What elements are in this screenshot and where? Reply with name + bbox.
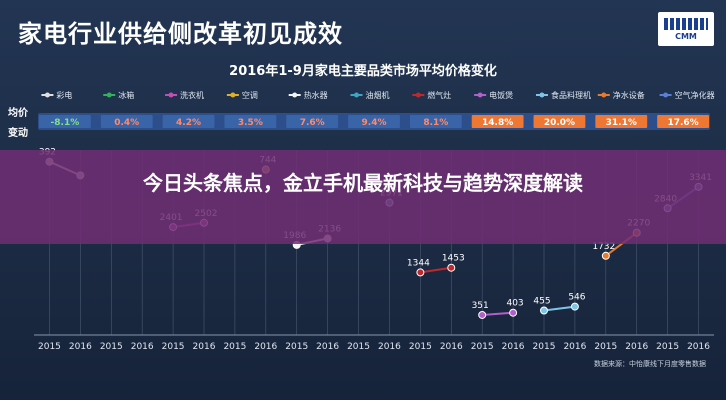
legend-label-1: 冰箱 — [118, 90, 134, 100]
legend-label-4: 热水器 — [304, 90, 328, 100]
source-note: 数据来源：中怡康线下月度零售数据 — [594, 359, 706, 368]
x-tick-label-8-1: 2016 — [563, 342, 586, 352]
x-tick-label-10-0: 2015 — [656, 342, 679, 352]
table-row-label-bottom: 变动 — [8, 126, 28, 139]
change-cell-6 — [409, 115, 462, 128]
change-value-10: 17.6% — [667, 118, 698, 128]
x-tick-label-1-0: 2015 — [100, 342, 123, 352]
change-value-9: 31.1% — [606, 118, 637, 128]
x-tick-label-5-0: 2015 — [347, 342, 370, 352]
legend-marker-7 — [477, 92, 483, 98]
x-tick-label-9-0: 2015 — [594, 342, 617, 352]
data-label-6-1: 1453 — [442, 254, 465, 264]
data-label-9-0: 1732 — [592, 242, 615, 252]
data-label-7-0: 351 — [472, 301, 489, 311]
legend-label-9: 净水设备 — [613, 90, 645, 100]
change-value-1: 0.4% — [114, 118, 139, 128]
x-tick-label-8-0: 2015 — [533, 342, 556, 352]
change-value-6: 8.1% — [423, 118, 448, 128]
change-cell-8 — [533, 115, 586, 128]
legend-marker-10 — [663, 92, 669, 98]
change-cell-7 — [471, 115, 524, 128]
legend-label-3: 空调 — [242, 90, 258, 100]
cmm-logo-text: CMM — [675, 32, 697, 41]
change-cell-4 — [286, 115, 339, 128]
change-cell-0 — [39, 115, 91, 128]
data-point-8-1 — [570, 302, 579, 311]
legend-marker-4 — [292, 92, 298, 98]
change-cell-2 — [162, 115, 215, 128]
change-value-7: 14.8% — [482, 118, 513, 128]
x-tick-label-7-1: 2016 — [502, 342, 525, 352]
x-tick-label-2-0: 2015 — [162, 342, 185, 352]
x-tick-label-3-1: 2016 — [254, 342, 277, 352]
data-point-7-1 — [509, 308, 518, 317]
x-tick-label-4-1: 2016 — [316, 342, 339, 352]
change-value-2: 4.2% — [176, 118, 201, 128]
x-tick-label-6-0: 2015 — [409, 342, 432, 352]
change-cell-3 — [224, 115, 277, 128]
legend-marker-5 — [354, 92, 360, 98]
main-title: 家电行业供给侧改革初见成效 — [18, 20, 343, 48]
legend-marker-9 — [601, 92, 607, 98]
series-line-6 — [420, 266, 452, 274]
headline-text: 今日头条焦点，金立手机最新科技与趋势深度解读 — [143, 171, 583, 195]
change-cell-5 — [348, 115, 400, 128]
change-value-4: 7.6% — [300, 118, 325, 128]
legend-marker-1 — [106, 92, 112, 98]
data-point-6-1 — [447, 263, 456, 272]
cmm-logo: CMM — [658, 12, 714, 46]
chart-title: 2016年1-9月家电主要品类市场平均价格变化 — [229, 64, 497, 79]
series-line-7 — [482, 311, 514, 316]
change-value-3: 3.5% — [238, 118, 263, 128]
x-tick-label-4-0: 2015 — [285, 342, 308, 352]
legend-label-7: 电饭煲 — [489, 90, 513, 100]
x-tick-label-2-1: 2016 — [193, 342, 216, 352]
legend-label-2: 洗衣机 — [180, 90, 204, 100]
data-label-8-1: 546 — [568, 293, 585, 303]
headline-banner: 今日头条焦点，金立手机最新科技与趋势深度解读 — [0, 150, 726, 244]
table-row-label-top: 均价 — [8, 106, 29, 119]
data-point-6-0 — [416, 268, 425, 277]
cmm-logo-stripes-icon — [664, 18, 708, 30]
x-tick-label-3-0: 2015 — [223, 342, 246, 352]
x-tick-label-0-0: 2015 — [38, 342, 61, 352]
data-point-9-0 — [601, 251, 610, 260]
legend-marker-2 — [168, 92, 174, 98]
legend-marker-8 — [539, 92, 545, 98]
change-cell-9 — [595, 115, 648, 128]
legend-label-8: 食品料理机 — [551, 90, 591, 100]
change-value-8: 20.0% — [544, 118, 575, 128]
legend-label-10: 空气净化器 — [675, 90, 715, 100]
data-label-6-0: 1344 — [407, 258, 430, 268]
x-tick-label-7-0: 2015 — [471, 342, 494, 352]
data-label-7-1: 403 — [506, 299, 523, 309]
legend-label-5: 油烟机 — [366, 90, 390, 100]
x-tick-label-10-1: 2016 — [687, 342, 710, 352]
x-tick-label-5-1: 2016 — [378, 342, 401, 352]
change-value-5: 9.4% — [362, 118, 387, 128]
legend-marker-6 — [415, 92, 421, 98]
x-tick-label-9-1: 2016 — [625, 342, 648, 352]
data-point-8-0 — [540, 306, 548, 315]
x-tick-label-1-1: 2016 — [131, 342, 154, 352]
legend-marker-3 — [230, 92, 236, 98]
data-point-7-0 — [478, 310, 487, 319]
legend-label-6: 燃气灶 — [427, 90, 451, 100]
x-tick-label-6-1: 2016 — [440, 342, 463, 352]
change-cell-1 — [100, 115, 153, 128]
legend-marker-0 — [44, 92, 50, 98]
change-cell-10 — [657, 115, 709, 128]
series-line-8 — [543, 305, 576, 312]
change-value-0: -8.1% — [51, 118, 80, 128]
x-tick-label-0-1: 2016 — [69, 342, 92, 352]
data-label-8-0: 455 — [533, 297, 550, 307]
legend-label-0: 彩电 — [56, 90, 72, 100]
